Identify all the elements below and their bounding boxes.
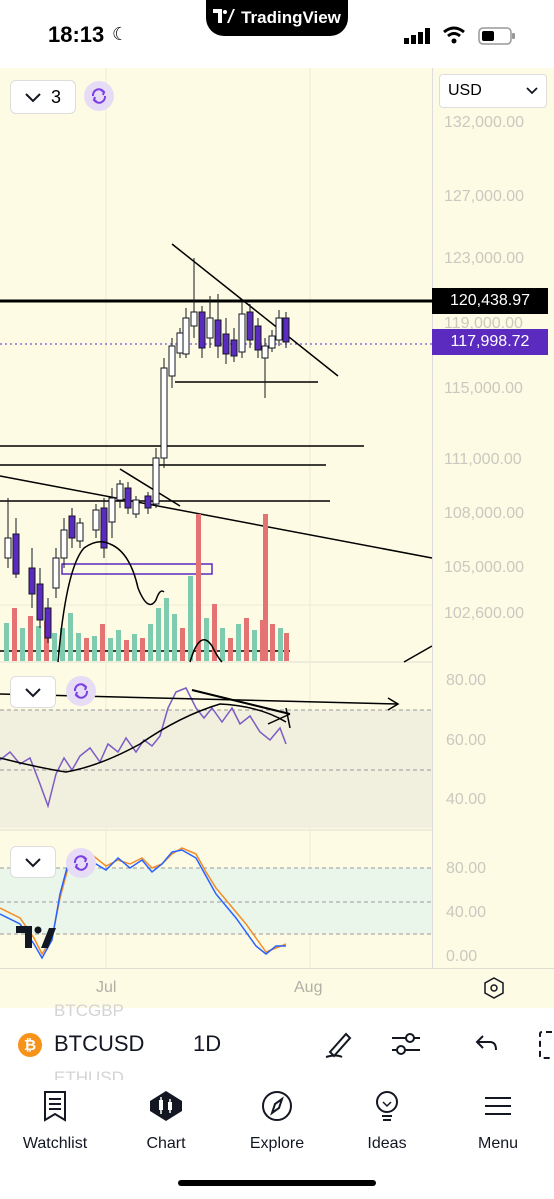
- price-tick: 111,000.00: [444, 451, 522, 468]
- price-tick: 105,000.00: [444, 559, 525, 576]
- symbol-button[interactable]: BTCUSD: [54, 1031, 145, 1056]
- nav-label: Explore: [249, 1135, 305, 1152]
- bottom-nav: [0, 1080, 554, 1199]
- nav-explore[interactable]: Explore: [227, 1090, 327, 1153]
- chevron-down-icon: [526, 82, 538, 100]
- sync-icon[interactable]: [84, 81, 114, 111]
- interval-button[interactable]: 1D: [193, 1031, 222, 1056]
- price-tick: 102,600.00: [444, 605, 525, 622]
- price-tick: 115,000.00: [444, 380, 523, 397]
- compass-icon: [261, 1090, 293, 1127]
- osc2-tick: 80.00: [446, 860, 487, 877]
- price-tick: 108,000.00: [444, 505, 525, 522]
- price-tick: 127,000.00: [444, 188, 525, 205]
- nav-label: Watchlist: [22, 1135, 88, 1152]
- nav-watchlist[interactable]: Watchlist: [5, 1090, 105, 1153]
- last-price-label: 117,998.72: [432, 329, 548, 355]
- chevron-down-icon: [25, 682, 41, 703]
- sliders-icon[interactable]: [390, 1030, 422, 1063]
- signal-icon: [404, 28, 432, 49]
- nav-ideas[interactable]: Ideas: [337, 1090, 437, 1153]
- currency-value: USD: [448, 82, 482, 99]
- pen-icon[interactable]: [322, 1026, 356, 1065]
- menu-icon: [483, 1090, 513, 1127]
- bitcoin-icon: ₿: [18, 1033, 42, 1062]
- horizontal-line-price: 120,438.97: [432, 288, 548, 314]
- nav-chart[interactable]: Chart: [116, 1090, 216, 1153]
- dynamic-island: TradingView: [206, 0, 348, 36]
- nav-menu[interactable]: Menu: [448, 1090, 548, 1153]
- battery-icon: [478, 27, 516, 50]
- time-axis[interactable]: [0, 968, 554, 1009]
- stochastic-collapse-button[interactable]: [10, 846, 56, 878]
- moon-icon: ☾: [112, 24, 129, 44]
- osc1-tick: 40.00: [446, 791, 487, 808]
- undo-icon[interactable]: [472, 1032, 498, 1061]
- price-axis[interactable]: USD: [432, 68, 554, 1008]
- osc1-tick: 60.00: [446, 732, 487, 749]
- nav-label: Chart: [146, 1135, 186, 1152]
- nav-label: Menu: [477, 1135, 519, 1152]
- sync-icon[interactable]: [66, 848, 96, 878]
- nav-label: Ideas: [367, 1135, 407, 1152]
- chevron-down-icon: [25, 87, 41, 108]
- price-tick: 132,000.00: [444, 114, 525, 131]
- watchlist-icon: [42, 1090, 68, 1127]
- tradingview-watermark-icon: [16, 926, 58, 955]
- bulb-icon: [373, 1090, 401, 1127]
- sync-icon[interactable]: [66, 676, 96, 706]
- osc2-tick: 40.00: [446, 904, 487, 921]
- osc1-tick: 80.00: [446, 672, 487, 689]
- panel-icon[interactable]: [538, 1030, 554, 1065]
- ghost-symbol: BTCGBP: [54, 1001, 124, 1020]
- indicators-collapse-button[interactable]: 3: [10, 80, 76, 114]
- osc2-tick: 0.00: [446, 948, 478, 965]
- chart-toolbar: [0, 1008, 554, 1080]
- chart-icon: [149, 1090, 183, 1127]
- time-tick: Aug: [294, 979, 323, 996]
- chevron-down-icon: [25, 852, 41, 873]
- wifi-icon: [442, 26, 466, 49]
- tradingview-logo-icon: [213, 8, 236, 28]
- status-bar: 18:13 ☾ TradingView: [0, 0, 554, 68]
- clock: 18:13: [48, 22, 105, 47]
- price-tick: 119,000.00: [444, 315, 523, 332]
- home-indicator[interactable]: [178, 1180, 376, 1186]
- price-tick: 123,000.00: [444, 250, 525, 267]
- currency-select[interactable]: USD: [439, 74, 547, 108]
- svg-text:₿: ₿: [24, 1036, 36, 1054]
- indicator-count: 3: [50, 86, 61, 107]
- island-label: TradingView: [241, 8, 341, 27]
- oscillator-collapse-button[interactable]: [10, 676, 56, 708]
- time-tick: Jul: [96, 979, 117, 996]
- settings-hex-icon[interactable]: [483, 976, 505, 1005]
